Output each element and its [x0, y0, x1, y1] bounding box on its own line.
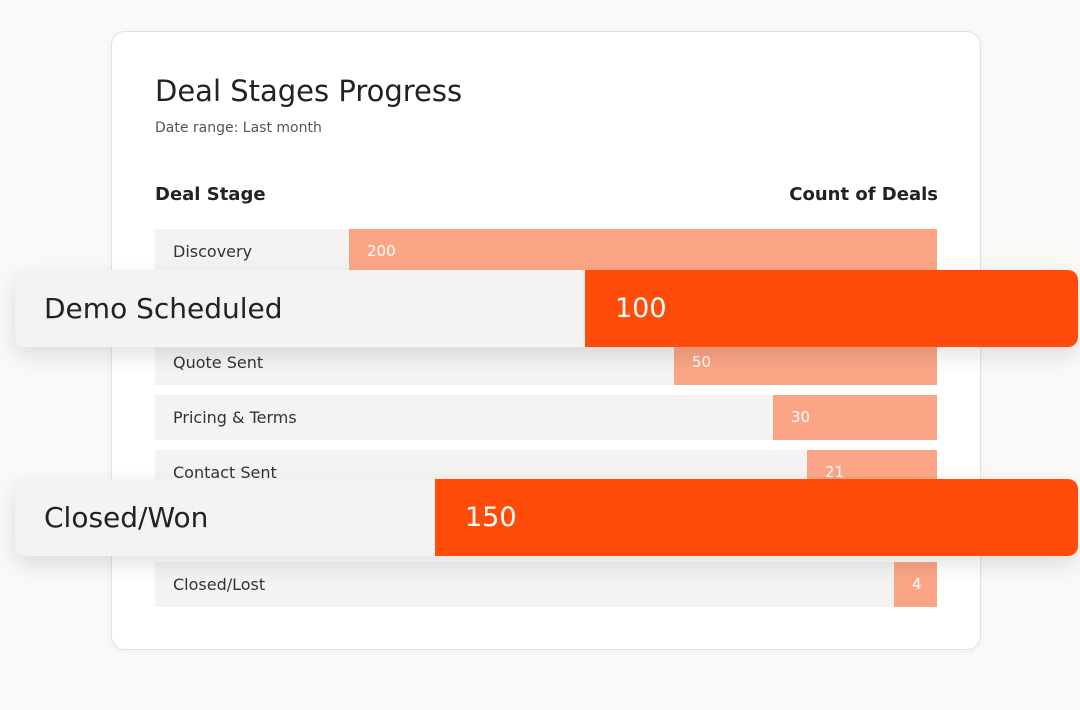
stage-count: 50: [692, 353, 712, 371]
stage-label: Pricing & Terms: [173, 408, 297, 427]
highlight-count: 100: [615, 293, 667, 324]
card-title: Deal Stages Progress: [155, 74, 463, 108]
column-header: Count of Deals: [789, 184, 938, 205]
highlight-row: Closed/Won 150: [15, 479, 1078, 556]
highlight-label: Demo Scheduled: [44, 292, 283, 325]
stage-label: Quote Sent: [173, 353, 264, 372]
stage-bar: 4: [894, 562, 937, 607]
stage-row: Pricing & Terms 30: [155, 395, 937, 440]
stage-count: 30: [791, 408, 811, 426]
stage-label: Contact Sent: [173, 463, 277, 482]
highlight-bar: 100: [585, 270, 1078, 347]
stage-row: Quote Sent 50: [155, 340, 937, 385]
stage-label: Closed/Lost: [173, 575, 266, 594]
stage-row: Closed/Lost 4: [155, 562, 937, 607]
highlight-row: Demo Scheduled 100: [15, 270, 1078, 347]
highlight-count: 150: [465, 502, 517, 533]
stage-label: Discovery: [173, 242, 253, 261]
stage-bar: 30: [773, 395, 937, 440]
stage-bar: 200: [349, 229, 937, 274]
highlight-label: Closed/Won: [44, 501, 209, 534]
card-subtitle: Date range: Last month: [155, 120, 322, 136]
stage-row: Discovery 200: [155, 229, 937, 274]
stage-count: 200: [367, 242, 396, 260]
stage-count: 4: [912, 575, 922, 593]
stage-count: 21: [825, 463, 845, 481]
stage-bar: 50: [674, 340, 937, 385]
highlight-bar: 150: [435, 479, 1078, 556]
column-header: Deal Stage: [155, 184, 266, 205]
